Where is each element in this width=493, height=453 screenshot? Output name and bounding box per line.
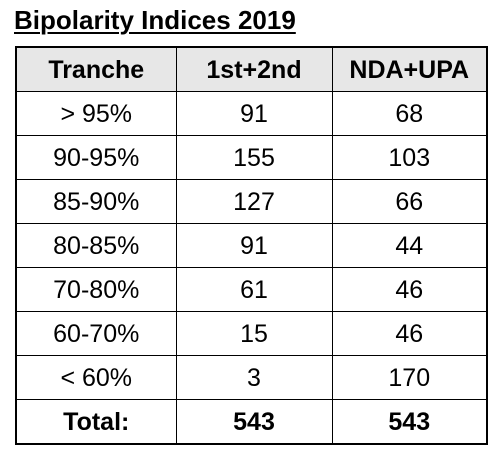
header-1st-2nd: 1st+2nd (175, 46, 333, 92)
header-row: Tranche 1st+2nd NDA+UPA (15, 46, 488, 92)
first-second-cell: 127 (175, 179, 333, 224)
table-row: 70-80% 61 46 (15, 267, 488, 312)
tranche-cell: 80-85% (15, 223, 177, 268)
nda-upa-cell: 170 (331, 355, 488, 400)
tranche-cell: < 60% (15, 355, 177, 400)
tranche-cell: > 95% (15, 91, 177, 136)
bipolarity-table: Tranche 1st+2nd NDA+UPA > 95% 91 68 90-9… (15, 46, 488, 445)
table-row: 90-95% 155 103 (15, 135, 488, 180)
total-row: Total: 543 543 (15, 399, 488, 445)
first-second-cell: 61 (175, 267, 333, 312)
nda-upa-cell: 68 (331, 91, 488, 136)
first-second-cell: 91 (175, 91, 333, 136)
nda-upa-cell: 103 (331, 135, 488, 180)
header-tranche: Tranche (15, 46, 177, 92)
first-second-cell: 91 (175, 223, 333, 268)
tranche-cell: 70-80% (15, 267, 177, 312)
tranche-cell: 60-70% (15, 311, 177, 356)
total-first-second: 543 (175, 399, 333, 445)
table-row: 80-85% 91 44 (15, 223, 488, 268)
table-row: > 95% 91 68 (15, 91, 488, 136)
tranche-cell: 90-95% (15, 135, 177, 180)
table-row: < 60% 3 170 (15, 355, 488, 400)
nda-upa-cell: 46 (331, 311, 488, 356)
header-nda-upa: NDA+UPA (331, 46, 488, 92)
first-second-cell: 15 (175, 311, 333, 356)
table-row: 85-90% 127 66 (15, 179, 488, 224)
page-title: Bipolarity Indices 2019 (14, 5, 296, 35)
total-label: Total: (15, 399, 177, 445)
first-second-cell: 155 (175, 135, 333, 180)
nda-upa-cell: 46 (331, 267, 488, 312)
total-nda-upa: 543 (331, 399, 488, 445)
first-second-cell: 3 (175, 355, 333, 400)
nda-upa-cell: 44 (331, 223, 488, 268)
table-row: 60-70% 15 46 (15, 311, 488, 356)
nda-upa-cell: 66 (331, 179, 488, 224)
tranche-cell: 85-90% (15, 179, 177, 224)
